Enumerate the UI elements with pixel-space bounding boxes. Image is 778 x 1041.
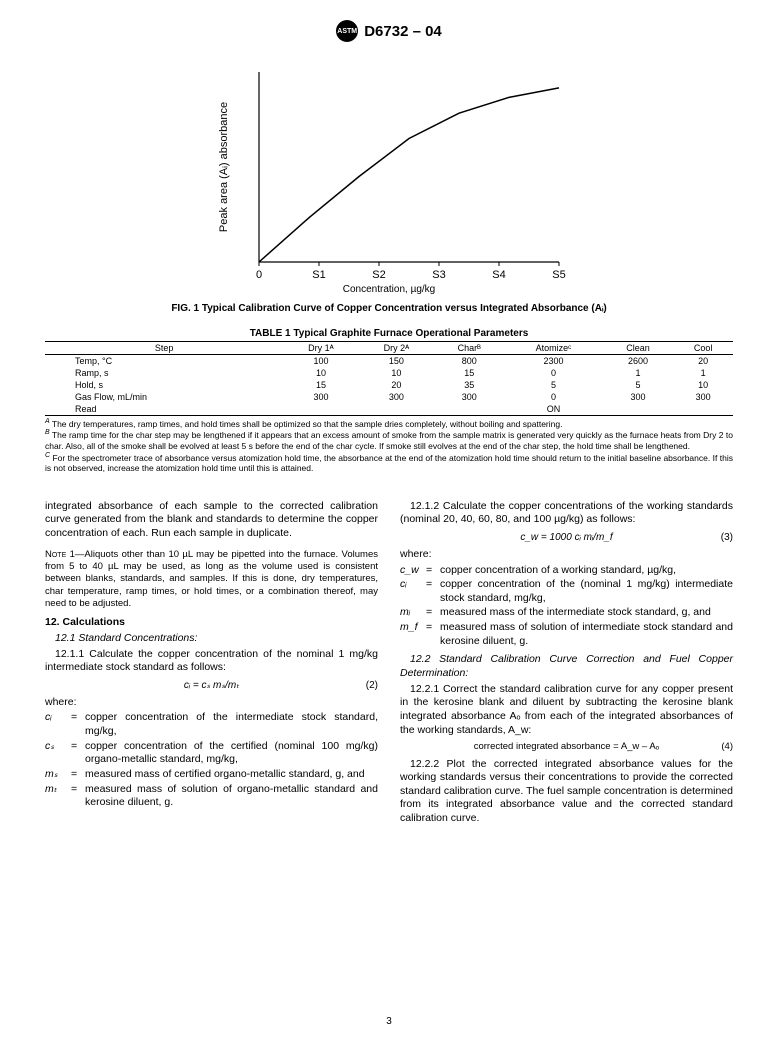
table-footnotes: A The dry temperatures, ramp times, and …	[45, 418, 733, 474]
svg-text:S4: S4	[492, 269, 505, 281]
document-header: ASTM D6732 – 04	[45, 20, 733, 42]
chart-svg: 0 S1 S2 S3 S4 S5 Peak area (Aᵢ) absorbance	[209, 52, 569, 282]
table-row: Gas Flow, mL/min3003003000300300	[45, 391, 733, 403]
section-12-1-1: 12.1.1 Calculate the copper concentratio…	[45, 648, 378, 675]
body-columns: integrated absorbance of each sample to …	[45, 500, 733, 828]
table-row: Ramp, s101015011	[45, 367, 733, 379]
table-header: Clean	[603, 342, 674, 355]
footnote-a: The dry temperatures, ramp times, and ho…	[52, 419, 563, 429]
definition-row: cₛ=copper concentration of the certified…	[45, 740, 378, 768]
definition-row: cᵢ=copper concentration of the intermedi…	[45, 711, 378, 739]
table-row: Hold, s1520355510	[45, 379, 733, 391]
table-header: Cool	[673, 342, 733, 355]
figure-caption: FIG. 1 Typical Calibration Curve of Copp…	[45, 303, 733, 314]
table-row: ReadON	[45, 403, 733, 416]
definition-row: mₛ=measured mass of certified organo-met…	[45, 768, 378, 783]
note-text: Aliquots other than 10 µL may be pipette…	[45, 549, 378, 609]
definition-row: c_w=copper concentration of a working st…	[400, 564, 733, 579]
svg-text:S3: S3	[432, 269, 445, 281]
section-12: 12. Calculations	[45, 616, 378, 630]
equation-3: c_w = 1000 cᵢ mᵢ/m_f(3)	[400, 531, 733, 544]
svg-text:S5: S5	[552, 269, 565, 281]
svg-text:S1: S1	[312, 269, 325, 281]
note-label: Note 1—	[45, 549, 84, 560]
standard-designation: D6732 – 04	[364, 23, 442, 40]
table-row: Temp, °C1001508002300260020	[45, 355, 733, 368]
section-12-2: 12.2 Standard Calibration Curve Correcti…	[400, 653, 733, 680]
table-header: Dry 1ᴬ	[283, 342, 358, 355]
definition-row: mₜ=measured mass of solution of organo-m…	[45, 783, 378, 811]
left-column: integrated absorbance of each sample to …	[45, 500, 378, 828]
astm-logo-icon: ASTM	[336, 20, 358, 42]
right-column: 12.1.2 Calculate the copper concentratio…	[400, 500, 733, 828]
svg-text:0: 0	[256, 269, 262, 281]
svg-text:Peak area (Aᵢ) absorbance: Peak area (Aᵢ) absorbance	[218, 102, 230, 232]
svg-text:S2: S2	[372, 269, 385, 281]
section-12-2-1: 12.2.1 Correct the standard calibration …	[400, 683, 733, 738]
calibration-chart: 0 S1 S2 S3 S4 S5 Peak area (Aᵢ) absorbance Con…	[209, 52, 569, 295]
definition-row: cᵢ=copper concentration of the (nominal …	[400, 578, 733, 606]
definition-row: mᵢ=measured mass of the intermediate sto…	[400, 606, 733, 621]
equation-2: cᵢ = cₛ mₛ/mₜ(2)	[45, 679, 378, 692]
parameters-table: StepDry 1ᴬDry 2ᴬCharᴮAtomizeᶜCleanCool T…	[45, 341, 733, 416]
table-header: Charᴮ	[434, 342, 504, 355]
definition-list: c_w=copper concentration of a working st…	[400, 564, 733, 650]
section-12-1-2: 12.1.2 Calculate the copper concentratio…	[400, 500, 733, 527]
table-header: Step	[45, 342, 283, 355]
where-label: where:	[45, 696, 378, 710]
footnote-b: The ramp time for the char step may be l…	[45, 430, 733, 451]
definition-row: m_f=measured mass of solution of interme…	[400, 621, 733, 649]
section-12-2-2: 12.2.2 Plot the corrected integrated abs…	[400, 758, 733, 826]
table-title: TABLE 1 Typical Graphite Furnace Operati…	[45, 328, 733, 339]
page-number: 3	[386, 1016, 392, 1027]
footnote-c: For the spectrometer trace of absorbance…	[45, 452, 733, 473]
section-12-1: 12.1 Standard Concentrations:	[45, 632, 378, 646]
paragraph: integrated absorbance of each sample to …	[45, 500, 378, 541]
note-1: Note 1—Aliquots other than 10 µL may be …	[45, 549, 378, 611]
where-label: where:	[400, 548, 733, 562]
definition-list: cᵢ=copper concentration of the intermedi…	[45, 711, 378, 810]
table-header: Dry 2ᴬ	[359, 342, 434, 355]
chart-xlabel: Concentration, µg/kg	[209, 284, 569, 295]
equation-4: corrected integrated absorbance = A_w – …	[400, 741, 733, 753]
table-header: Atomizeᶜ	[504, 342, 602, 355]
